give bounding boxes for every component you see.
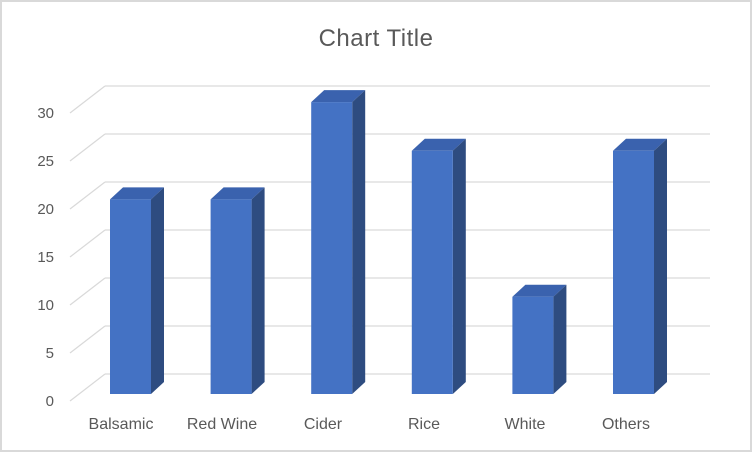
y-tick-depth-line	[69, 373, 106, 402]
y-axis-tick-label: 25	[37, 153, 54, 170]
y-axis-tick-label: 10	[37, 297, 54, 314]
bar-side-face	[553, 284, 567, 394]
x-axis-category-label: White	[505, 416, 546, 433]
bar	[512, 296, 554, 394]
bar	[411, 150, 453, 394]
bar-top-face	[311, 90, 366, 103]
x-axis-category-label: Cider	[304, 416, 343, 433]
bar-top-face	[210, 187, 265, 200]
bar-top-face	[512, 284, 567, 297]
bar-side-face	[251, 187, 265, 394]
x-axis-category-label: Rice	[408, 416, 440, 433]
y-tick-depth-line	[69, 181, 106, 210]
y-axis-tick-label: 15	[37, 249, 54, 266]
bar-top-face	[411, 138, 466, 151]
x-axis-category-label: Balsamic	[89, 416, 154, 433]
bar	[311, 102, 353, 394]
bar-side-face	[654, 138, 667, 394]
bar-side-face	[352, 90, 366, 394]
y-tick-depth-line	[69, 325, 106, 354]
bar	[210, 199, 252, 394]
y-tick-depth-line	[69, 133, 106, 162]
y-axis-tick-label: 20	[37, 201, 54, 218]
bar-top-face	[613, 138, 667, 151]
x-axis-category-label: Others	[602, 416, 650, 433]
bar-side-face	[151, 187, 164, 394]
y-tick-depth-line	[69, 229, 106, 258]
y-axis-tick-label: 0	[46, 393, 54, 410]
y-tick-depth-line	[69, 277, 106, 306]
bar	[613, 150, 654, 394]
y-axis-tick-label: 30	[37, 105, 54, 122]
y-tick-depth-line	[69, 85, 106, 114]
y-axis-tick-label: 5	[46, 345, 54, 362]
bar-top-face	[110, 187, 164, 200]
x-axis-category-label: Red Wine	[187, 416, 257, 433]
bar-side-face	[452, 138, 466, 394]
bar	[110, 199, 151, 394]
